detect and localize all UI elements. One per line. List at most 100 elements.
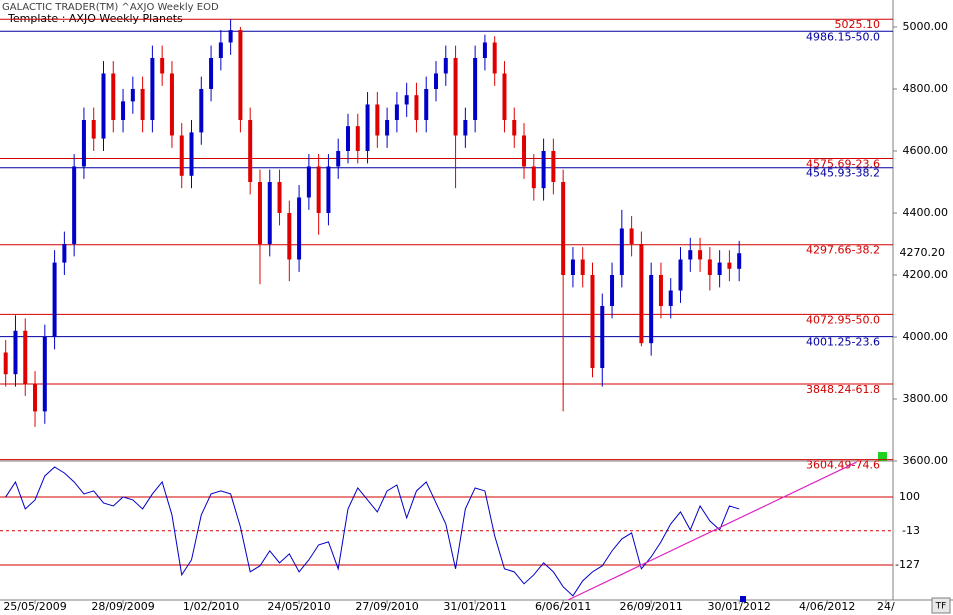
marker	[878, 452, 887, 461]
y-tick-label: 3800.00	[903, 392, 949, 405]
candle-body	[218, 42, 223, 58]
candle-body	[570, 259, 575, 275]
candle-body	[140, 88, 145, 120]
candle-body	[453, 57, 458, 136]
x-tick-label: 6/06/2011	[535, 600, 591, 613]
level-label: 4001.25-23.6	[806, 336, 880, 349]
candle-body	[336, 150, 341, 167]
candle-body	[561, 181, 566, 275]
level-label: 3604.49-74.6	[806, 459, 880, 472]
candle-body	[649, 274, 654, 344]
level-label: 3848.24-61.8	[806, 383, 880, 396]
candle-body	[72, 166, 77, 244]
candle-body	[482, 42, 487, 58]
chart-title: GALACTIC TRADER(TM) ^AXJO Weekly EOD	[2, 2, 219, 13]
y-tick-label: 4600.00	[903, 144, 949, 157]
candle-body	[150, 57, 155, 120]
candle-body	[228, 30, 233, 43]
candle-body	[355, 126, 360, 151]
level-label: 5025.10	[835, 18, 881, 31]
candle-body	[160, 57, 165, 74]
candle-body	[531, 166, 536, 189]
trendline	[567, 461, 857, 601]
candle-body	[463, 119, 468, 136]
candle-body	[404, 95, 409, 105]
x-tick-label: 25/05/2009	[3, 600, 66, 613]
x-tick-label: 26/09/2011	[619, 600, 682, 613]
tf-button[interactable]	[931, 597, 951, 614]
tf-label: TF	[935, 602, 947, 612]
candle-body	[629, 228, 634, 244]
x-tick-label: 27/09/2010	[355, 600, 418, 613]
candle-body	[306, 166, 311, 198]
y-tick-label: 5000.00	[903, 20, 949, 33]
candle-body	[42, 336, 47, 412]
y-tick-label: 3600.00	[903, 454, 949, 467]
marker	[740, 596, 746, 602]
candle-body	[62, 243, 67, 263]
candle-body	[512, 119, 517, 136]
osc-line	[5, 466, 740, 597]
candle-body	[297, 197, 302, 260]
candle-body	[727, 262, 732, 269]
candle-body	[678, 259, 683, 291]
candle-body	[473, 57, 478, 120]
level-label: 4986.15-50.0	[806, 30, 880, 43]
candle-body	[209, 57, 214, 89]
last-price-label: 4270.20	[900, 246, 946, 259]
osc-tick-label: -127	[895, 558, 920, 571]
candle-body	[101, 73, 106, 139]
x-tick-label: 30/01/2012	[707, 600, 770, 613]
candle-body	[257, 181, 262, 244]
osc-tick-label: -13	[902, 524, 920, 537]
candle-body	[111, 73, 116, 120]
level-label: 4072.95-50.0	[806, 313, 880, 326]
candle-body	[365, 104, 370, 151]
candle-body	[424, 88, 429, 120]
x-tick-label: 24/05/2010	[267, 600, 330, 613]
x-tick-label: 4/06/2012	[799, 600, 855, 613]
candle-body	[345, 126, 350, 151]
candle-body	[189, 132, 194, 176]
level-label: 4545.93-38.2	[806, 167, 880, 180]
candle-body	[492, 42, 497, 74]
y-tick-label: 4400.00	[903, 206, 949, 219]
candle-body	[199, 88, 204, 133]
y-tick-label: 4000.00	[903, 330, 949, 343]
candle-body	[121, 101, 126, 120]
candle-body	[169, 73, 174, 136]
candle-body	[717, 262, 722, 275]
candle-body	[502, 73, 507, 120]
candle-body	[52, 262, 57, 337]
candle-body	[414, 95, 419, 120]
x-tick-label: 24/	[877, 600, 895, 613]
candle-body	[375, 104, 380, 136]
candle-body	[443, 57, 448, 74]
candle-body	[707, 259, 712, 275]
x-tick-label: 31/01/2011	[443, 600, 506, 613]
chart-subtitle: Template : AXJO Weekly Planets	[7, 12, 183, 25]
y-tick-label: 4800.00	[903, 82, 949, 95]
candle-body	[91, 119, 96, 139]
candle-body	[737, 253, 742, 269]
candle-body	[326, 166, 331, 213]
candle-body	[385, 119, 390, 136]
candle-body	[639, 243, 644, 344]
candle-body	[688, 250, 693, 260]
candle-body	[267, 181, 272, 244]
candle-body	[3, 352, 8, 375]
candle-body	[316, 166, 321, 213]
candle-body	[248, 119, 253, 182]
candle-body	[522, 135, 527, 167]
candle-body	[277, 181, 282, 213]
candle-body	[23, 330, 28, 384]
y-tick-label: 4200.00	[903, 268, 949, 281]
candle-body	[551, 150, 556, 182]
candle-body	[81, 119, 86, 167]
candle-body	[179, 135, 184, 176]
candle-body	[668, 290, 673, 306]
candle-body	[590, 274, 595, 368]
candle-body	[698, 250, 703, 260]
candle-body	[610, 274, 615, 306]
